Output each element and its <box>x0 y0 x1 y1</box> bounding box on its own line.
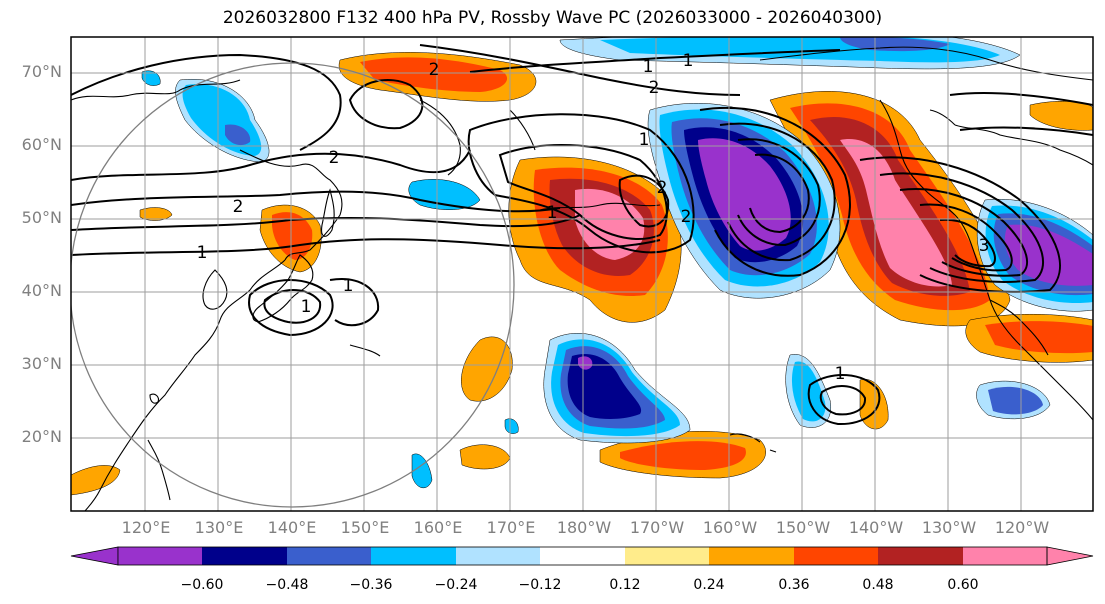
pv-anomaly-fill <box>71 37 1093 496</box>
anomaly-purple <box>578 356 593 370</box>
contour-label: 3 <box>979 236 990 256</box>
lon-label: 120°E <box>121 518 171 537</box>
anomaly-red <box>360 57 508 92</box>
anomaly-blue <box>988 386 1043 415</box>
anomaly-red <box>985 321 1093 354</box>
contour-label: 1 <box>301 297 312 317</box>
contour-label: 2 <box>429 60 440 80</box>
contour-label: 1 <box>639 130 650 150</box>
colorbar-tick-label: −0.48 <box>265 577 309 593</box>
colorbar-tick-label: −0.12 <box>518 577 562 593</box>
lon-label: 160°E <box>413 518 463 537</box>
lon-label: 140°E <box>267 518 317 537</box>
colorbar-tick-label: −0.24 <box>434 577 478 593</box>
contour-label: 1 <box>343 276 354 296</box>
anomaly-skyblue <box>411 453 433 488</box>
anomaly-orange <box>71 465 121 496</box>
colorbar-extend-high <box>1046 546 1094 566</box>
contour-label: 2 <box>649 78 660 98</box>
contour-label: 1 <box>683 51 694 71</box>
lon-label: 150°E <box>340 518 390 537</box>
anomaly-purple <box>1004 224 1093 286</box>
pv-contours <box>71 44 1093 426</box>
colorbar <box>70 546 1094 566</box>
anomaly-skyblue <box>141 70 161 86</box>
lat-label: 70°N <box>21 62 62 81</box>
lat-label: 60°N <box>21 135 62 154</box>
contour-label: 1 <box>547 203 558 223</box>
anomaly-red <box>620 441 746 470</box>
lat-label: 40°N <box>21 281 62 300</box>
lat-label: 30°N <box>21 354 62 373</box>
contour-label: 2 <box>233 197 244 217</box>
lon-label: 160°W <box>702 518 758 537</box>
lon-label: 180°W <box>556 518 612 537</box>
anomaly-blue <box>225 124 251 146</box>
contour-label: 2 <box>681 207 692 227</box>
lon-label: 130°W <box>921 518 977 537</box>
colorbar-tick-label: 0.24 <box>693 577 725 593</box>
contour-label: 2 <box>657 178 668 198</box>
graticule <box>71 37 1093 511</box>
lon-label: 170°E <box>486 518 536 537</box>
colorbar-tick-label: −0.60 <box>180 577 224 593</box>
colorbar-extend-low <box>70 546 119 566</box>
anomaly-skyblue <box>182 84 262 156</box>
anomaly-purple <box>698 138 791 251</box>
colorbar-tick-label: 0.48 <box>862 577 894 593</box>
lat-label: 50°N <box>21 208 62 227</box>
reference-circle <box>71 62 515 508</box>
lon-label: 170°W <box>629 518 685 537</box>
lat-label: 20°N <box>21 427 62 446</box>
anomaly-navy <box>567 354 642 419</box>
anomaly-orange <box>1029 101 1093 131</box>
anomaly-skyblue <box>504 418 519 434</box>
contour-label: 1 <box>835 364 846 384</box>
lon-label: 140°W <box>848 518 904 537</box>
lon-label: 150°W <box>775 518 831 537</box>
map-frame <box>70 36 1094 512</box>
contour-label: 1 <box>197 243 208 263</box>
colorbar-tick-label: 0.60 <box>947 577 979 593</box>
colorbar-tick-label: 0.36 <box>778 577 810 593</box>
colorbar-tick-label: −0.36 <box>349 577 393 593</box>
contour-label: 1 <box>643 57 654 77</box>
anomaly-orange <box>459 444 511 470</box>
anomaly-orange <box>461 336 513 402</box>
contour-labels: 1 2 1 2 1 1 2 2 1 2 2 1 3 1 1 <box>197 51 990 384</box>
lon-label: 120°W <box>994 518 1050 537</box>
anomaly-pink <box>840 139 952 287</box>
colorbar-tick-label: 0.12 <box>609 577 641 593</box>
lon-label: 130°E <box>194 518 244 537</box>
map-title: 2026032800 F132 400 hPa PV, Rossby Wave … <box>222 8 883 28</box>
contour-label: 2 <box>329 148 340 168</box>
